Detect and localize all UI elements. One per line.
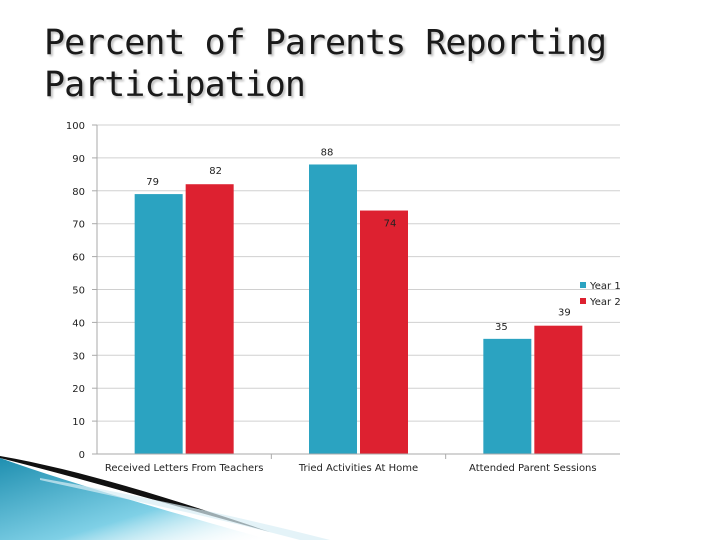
y-tick-label: 10 [72,417,85,428]
bar [360,210,408,454]
data-label: 82 [209,166,222,177]
legend-label: Year 2 [589,297,621,308]
legend-swatch [580,298,586,304]
bar [534,325,583,454]
y-tick-label: 80 [72,187,85,198]
x-category-label: Attended Parent Sessions [469,463,597,474]
x-axis: Received Letters From Teachers Tried Acti… [97,453,620,474]
y-tick-label: 0 [79,450,85,461]
data-label: 35 [495,322,508,333]
data-label: 74 [384,219,397,230]
chart-bars: 79 82 88 74 35 39 [134,147,583,455]
y-axis: 0 10 20 30 40 50 60 70 80 90 100 [66,121,98,461]
x-category-label: Tried Activities At Home [298,463,418,474]
chart-gridlines [97,124,620,422]
y-tick-label: 100 [66,121,85,132]
bar [134,194,183,454]
legend-label: Year 1 [589,281,621,292]
y-tick-label: 40 [72,318,85,329]
bar [185,184,234,454]
data-label: 88 [321,147,334,158]
y-tick-label: 70 [72,220,85,231]
bar [309,164,357,455]
y-tick-label: 30 [72,351,85,362]
slide-decoration [0,456,330,540]
bar [483,338,532,454]
y-tick-label: 50 [72,286,85,297]
y-tick-label: 20 [72,384,85,395]
data-label: 79 [146,177,159,188]
x-category-label: Received Letters From Teachers [105,463,264,474]
slide-title: Percent of Parents Reporting Participati… [44,23,607,105]
legend-swatch [580,282,586,288]
chart-legend: Year 1 Year 2 [580,281,621,308]
data-label: 39 [558,308,571,319]
y-tick-label: 90 [72,154,85,165]
y-tick-label: 60 [72,253,85,264]
